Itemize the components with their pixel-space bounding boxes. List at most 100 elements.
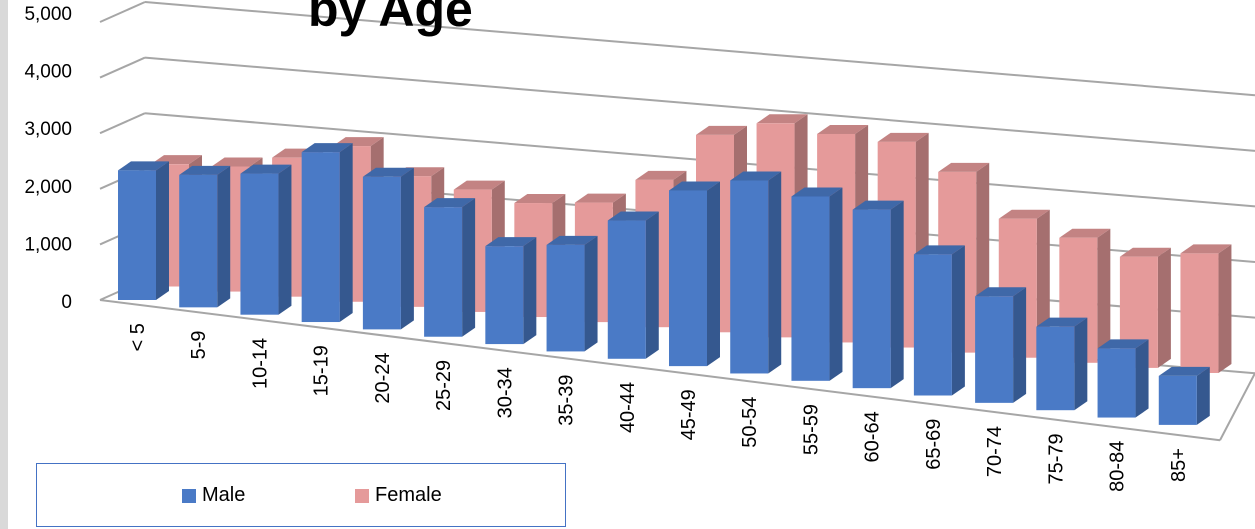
bar-male-10-top <box>730 171 782 181</box>
bar-female-15-side <box>1097 228 1111 363</box>
bar-male-8-front <box>607 220 646 359</box>
legend: Male Female <box>36 463 566 527</box>
bar-male-8 <box>607 211 659 359</box>
bar-male-3-front <box>301 152 340 323</box>
chart-title-fragment: by Age <box>308 0 473 37</box>
bar-male-14-side <box>1013 287 1027 403</box>
bar-male-12-top <box>852 200 904 210</box>
bar-male-17-top <box>1158 366 1210 376</box>
bar-male-10 <box>730 171 782 374</box>
x-category-label-9: 45-49 <box>678 389 700 440</box>
bar-male-8-side <box>645 211 659 359</box>
bar-male-1 <box>179 165 231 308</box>
bar-female-17-side <box>1218 244 1232 373</box>
bar-female-13-top <box>938 162 990 172</box>
bar-male-3-side <box>339 143 353 323</box>
x-category-label-16: 80-84 <box>1107 441 1129 492</box>
bar-male-1-front <box>179 174 218 308</box>
bar-female-5-top <box>453 180 505 190</box>
bar-male-12-side <box>890 200 904 389</box>
bar-male-0-side <box>156 161 169 300</box>
x-axis-categories: < 5 5-9 10-14 15-19 20-24 25-29 30-34 35-39 40-4… <box>127 323 1190 492</box>
bar-male-17-side <box>1196 366 1210 425</box>
gridline-side-5 <box>99 1 146 23</box>
bar-male-9-top <box>669 181 720 191</box>
legend-item-female: Female <box>355 484 442 507</box>
legend-item-male: Male <box>182 484 245 507</box>
legend-swatch-female <box>355 488 369 503</box>
y-tick-label-0: 0 <box>61 292 72 313</box>
y-tick-label-4: 4,000 <box>24 62 72 83</box>
bar-female-16-side <box>1157 247 1171 368</box>
bar-female-17 <box>1180 244 1232 373</box>
x-category-label-3: 15-19 <box>311 345 333 396</box>
bar-male-5-top <box>424 198 476 208</box>
left-border <box>0 0 8 529</box>
bar-male-4-side <box>400 167 414 330</box>
bar-male-15-top <box>1036 317 1088 327</box>
gridline-side-4 <box>99 56 146 79</box>
bar-female-14-top <box>998 209 1050 219</box>
x-category-label-6: 30-34 <box>494 367 516 418</box>
bar-male-11-top <box>791 187 843 197</box>
x-category-label-5: 25-29 <box>433 360 455 411</box>
bar-male-2-top <box>240 164 292 174</box>
y-tick-label-3: 3,000 <box>24 119 72 140</box>
bar-female-1-top <box>211 157 263 167</box>
bar-female-12-top <box>877 132 929 142</box>
bar-male-9-side <box>707 181 720 367</box>
bar-male-6-side <box>523 237 537 345</box>
bar-male-10-side <box>768 171 782 374</box>
bar-male-5-front <box>424 207 463 337</box>
bar-male-13-front <box>913 254 952 396</box>
bar-male-2-front <box>240 173 279 315</box>
bar-male-7-front <box>546 244 585 352</box>
bar-male-16-front <box>1097 348 1136 418</box>
bar-female-9-top <box>696 125 747 135</box>
bar-male-2-side <box>278 164 292 315</box>
bar-male-9 <box>669 181 720 367</box>
bar-male-8-top <box>607 211 659 221</box>
bar-male-0 <box>118 161 169 300</box>
x-category-label-8: 40-44 <box>617 382 639 433</box>
x-category-label-12: 60-64 <box>862 411 884 462</box>
bar-male-4-front <box>362 176 401 330</box>
bar-male-1-top <box>179 165 231 175</box>
floor-right-edge <box>1219 372 1255 441</box>
x-category-label-2: 10-14 <box>249 338 271 389</box>
bar-male-14 <box>975 287 1027 403</box>
x-category-label-10: 50-54 <box>739 397 761 448</box>
gridline-side-3 <box>99 112 146 135</box>
x-category-label-13: 65-69 <box>923 419 945 470</box>
bar-female-11-top <box>817 124 869 134</box>
legend-label-female: Female <box>375 484 442 506</box>
bar-male-7 <box>546 235 598 352</box>
bars <box>118 114 1232 425</box>
bar-male-6 <box>485 237 537 345</box>
x-category-label-7: 35-39 <box>556 375 578 426</box>
bar-male-15-side <box>1074 317 1088 411</box>
legend-swatch-male <box>182 488 196 503</box>
bar-male-12 <box>852 200 904 389</box>
bar-male-15 <box>1036 317 1088 411</box>
x-category-label-15: 75-79 <box>1045 433 1067 484</box>
bar-female-7-top <box>574 193 626 203</box>
bar-male-4 <box>362 167 414 330</box>
bar-male-13 <box>913 245 965 396</box>
bar-male-11 <box>791 187 843 381</box>
bar-male-14-front <box>975 296 1014 403</box>
bar-female-8-top <box>635 170 687 180</box>
bar-male-13-side <box>951 245 965 396</box>
gridline-5 <box>144 1 1255 97</box>
y-tick-label-5: 5,000 <box>24 4 72 25</box>
bar-female-16-top <box>1119 247 1171 257</box>
bar-male-0-top <box>118 161 169 171</box>
bar-female-10-top <box>756 114 808 124</box>
bar-female-15-top <box>1059 228 1111 238</box>
x-category-label-4: 20-24 <box>372 353 394 404</box>
bar-male-16-top <box>1097 339 1149 349</box>
bar-male-3-top <box>301 143 353 153</box>
bar-male-15-front <box>1036 326 1075 411</box>
x-category-label-17: 85+ <box>1168 448 1190 482</box>
